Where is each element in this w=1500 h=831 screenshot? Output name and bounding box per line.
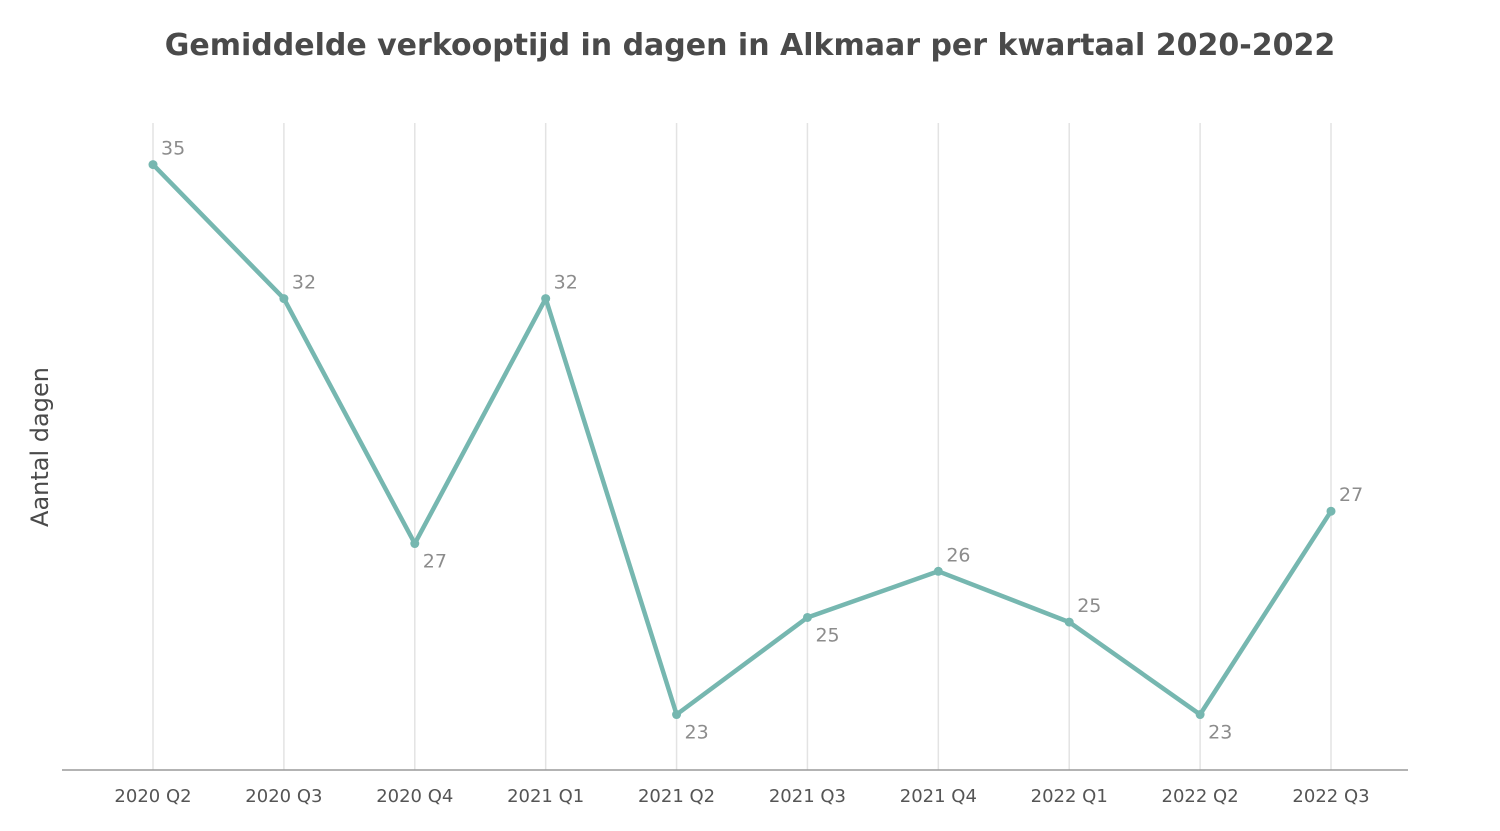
data-points xyxy=(148,160,1336,720)
data-label: 32 xyxy=(554,272,578,294)
series-line xyxy=(150,162,1334,717)
data-label: 23 xyxy=(1208,722,1232,744)
data-point xyxy=(933,566,943,576)
data-point xyxy=(1195,710,1205,720)
data-label: 23 xyxy=(685,722,709,744)
x-tick-labels: 2020 Q2 2020 Q3 2020 Q4 2021 Q1 2021 Q2 2021 … xyxy=(114,786,1369,807)
data-point xyxy=(148,160,158,170)
x-tick-label: 2022 Q3 xyxy=(1292,786,1369,807)
data-point xyxy=(1064,617,1074,627)
x-tick-label: 2020 Q2 xyxy=(114,786,191,807)
x-tick-label: 2021 Q4 xyxy=(900,786,977,807)
data-label: 35 xyxy=(161,138,185,160)
gridlines xyxy=(152,123,1332,770)
x-tick-label: 2020 Q4 xyxy=(376,786,453,807)
x-tick-label: 2020 Q3 xyxy=(245,786,322,807)
x-tick-label: 2021 Q2 xyxy=(638,786,715,807)
data-label: 27 xyxy=(1339,484,1363,506)
x-tick-label: 2022 Q1 xyxy=(1031,786,1108,807)
chart-title: Gemiddelde verkooptijd in dagen in Alkma… xyxy=(165,28,1335,63)
data-label: 27 xyxy=(423,551,447,573)
data-label: 26 xyxy=(946,544,970,566)
data-labels: 35 32 27 32 23 25 26 25 23 27 xyxy=(161,138,1363,744)
data-point xyxy=(802,612,812,622)
x-tick-label: 2022 Q2 xyxy=(1162,786,1239,807)
data-point xyxy=(279,294,289,304)
data-point xyxy=(541,294,551,304)
x-tick-label: 2021 Q1 xyxy=(507,786,584,807)
x-tick-label: 2021 Q3 xyxy=(769,786,846,807)
data-label: 25 xyxy=(815,624,839,646)
data-point xyxy=(1326,506,1336,516)
data-point xyxy=(410,539,420,549)
y-axis-label: Aantal dagen xyxy=(26,367,54,527)
data-point xyxy=(672,710,682,720)
data-label: 32 xyxy=(292,272,316,294)
data-label: 25 xyxy=(1077,595,1101,617)
